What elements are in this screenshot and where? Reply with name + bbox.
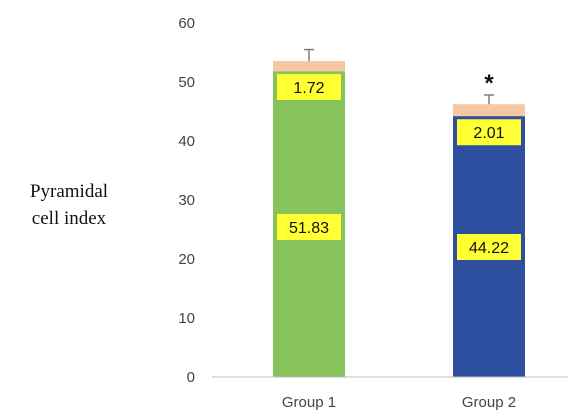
bar-segment (273, 61, 345, 72)
data-labels: 51.83 1.72 44.22 2.01 (277, 74, 521, 260)
y-tick-label: 40 (178, 133, 195, 150)
data-label: 1.72 (293, 80, 324, 97)
error-bars (304, 48, 494, 105)
y-tick-label: 0 (187, 369, 195, 386)
x-axis-category-labels: Group 1 Group 2 (282, 394, 516, 411)
y-tick-label: 10 (178, 310, 195, 327)
y-axis-label: Pyramidal cell index (30, 181, 108, 229)
data-label: 51.83 (289, 220, 329, 237)
data-label: 44.22 (469, 240, 509, 257)
y-tick-label: 60 (178, 15, 195, 32)
bar-segment (453, 104, 525, 117)
category-label: Group 1 (282, 394, 336, 411)
y-axis-ticks: 0 10 20 30 40 50 60 (178, 15, 195, 386)
y-axis-label-line-2: cell index (32, 208, 107, 229)
significance-marker: * (484, 70, 494, 97)
category-label: Group 2 (462, 394, 516, 411)
y-axis-label-line-1: Pyramidal (30, 181, 108, 202)
data-label-box (457, 234, 521, 260)
y-tick-label: 20 (178, 251, 195, 268)
data-label: 2.01 (473, 125, 504, 142)
significance-markers: * (484, 70, 494, 97)
data-label-box (277, 74, 341, 101)
y-tick-label: 30 (178, 192, 195, 209)
data-label-box (457, 119, 521, 146)
y-tick-label: 50 (178, 74, 195, 91)
data-label-box (277, 214, 341, 240)
